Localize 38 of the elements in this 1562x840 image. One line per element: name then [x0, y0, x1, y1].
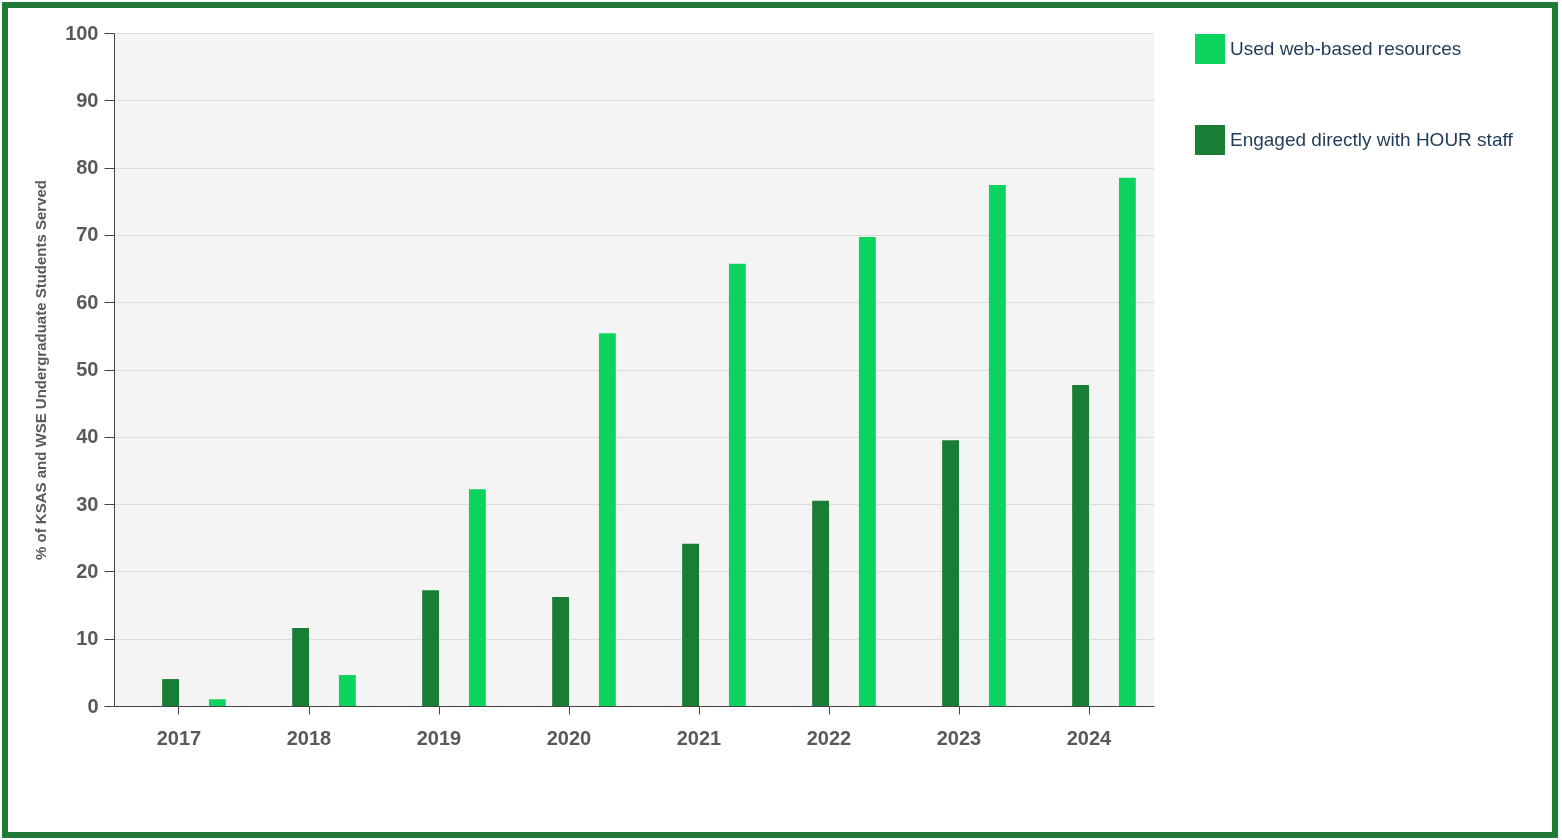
bar	[208, 699, 226, 706]
y-tick-label: 40	[76, 425, 99, 448]
y-tick-label: 0	[87, 694, 99, 717]
y-axis-title: % of KSAS and WSE Undergraduate Students Served	[32, 179, 50, 561]
bar	[598, 333, 616, 706]
x-tick-label: 2022	[806, 726, 852, 749]
bar	[292, 627, 309, 706]
x-tick-label: 2023	[936, 726, 982, 749]
x-tick-label: 2018	[286, 726, 332, 749]
x-tick-label: 2017	[156, 726, 202, 749]
y-tick-label: 70	[76, 223, 99, 246]
y-tick-label: 20	[76, 559, 99, 582]
y-tick-label: 30	[76, 492, 99, 515]
bar	[468, 489, 486, 706]
bar	[552, 596, 569, 706]
bar	[812, 500, 829, 706]
x-tick-label: 2021	[676, 726, 722, 749]
bar	[422, 590, 439, 706]
y-tick-label: 60	[76, 290, 99, 313]
bar	[728, 263, 746, 706]
y-tick-label: 80	[76, 156, 99, 179]
x-tick-label: 2019	[416, 726, 462, 749]
y-tick-label: 50	[76, 358, 99, 380]
bar	[1072, 384, 1089, 706]
y-tick-label: 10	[76, 627, 99, 650]
legend-label: Engaged directly with HOUR staff	[1230, 129, 1514, 150]
bar	[988, 185, 1006, 706]
x-tick-label: 2024	[1066, 726, 1113, 749]
bar	[1118, 177, 1136, 706]
y-tick-label: 90	[76, 88, 99, 111]
x-tick-label: 2020	[546, 726, 592, 749]
bar	[162, 679, 179, 706]
bar	[942, 440, 959, 706]
y-tick-label: 100	[65, 21, 99, 44]
legend-label: Used web-based resources	[1230, 38, 1462, 59]
bar	[858, 236, 876, 706]
bar	[338, 675, 356, 706]
bar	[682, 543, 699, 706]
